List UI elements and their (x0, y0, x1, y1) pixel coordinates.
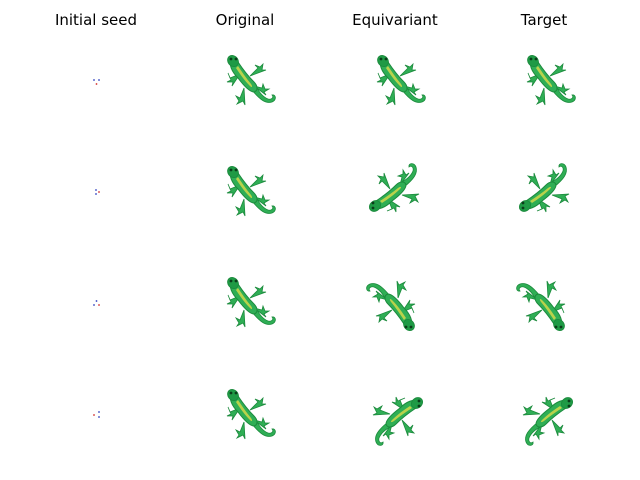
lizard-icon (374, 52, 426, 106)
column-title-initial-seed: Initial seed (54, 11, 138, 29)
lizard-icon (516, 280, 568, 334)
lizard-icon (366, 163, 420, 215)
seed-dots-icon (93, 79, 100, 85)
lizard-icon (522, 394, 576, 446)
seed-dots-icon (93, 300, 100, 306)
column-title-target: Target (520, 11, 568, 29)
seed-dots-icon (93, 411, 100, 418)
lizard-icon (516, 163, 570, 215)
column-title-original: Original (215, 11, 275, 29)
lizard-icon (224, 163, 276, 217)
lizard-icon (366, 280, 418, 334)
seed-dots-icon (95, 189, 100, 195)
lizard-icon (372, 394, 426, 446)
lizard-icon (224, 274, 276, 328)
lizard-icon (524, 52, 576, 106)
lizard-icon (224, 386, 276, 440)
column-title-equivariant: Equivariant (352, 11, 438, 29)
lizard-icon (224, 52, 276, 106)
